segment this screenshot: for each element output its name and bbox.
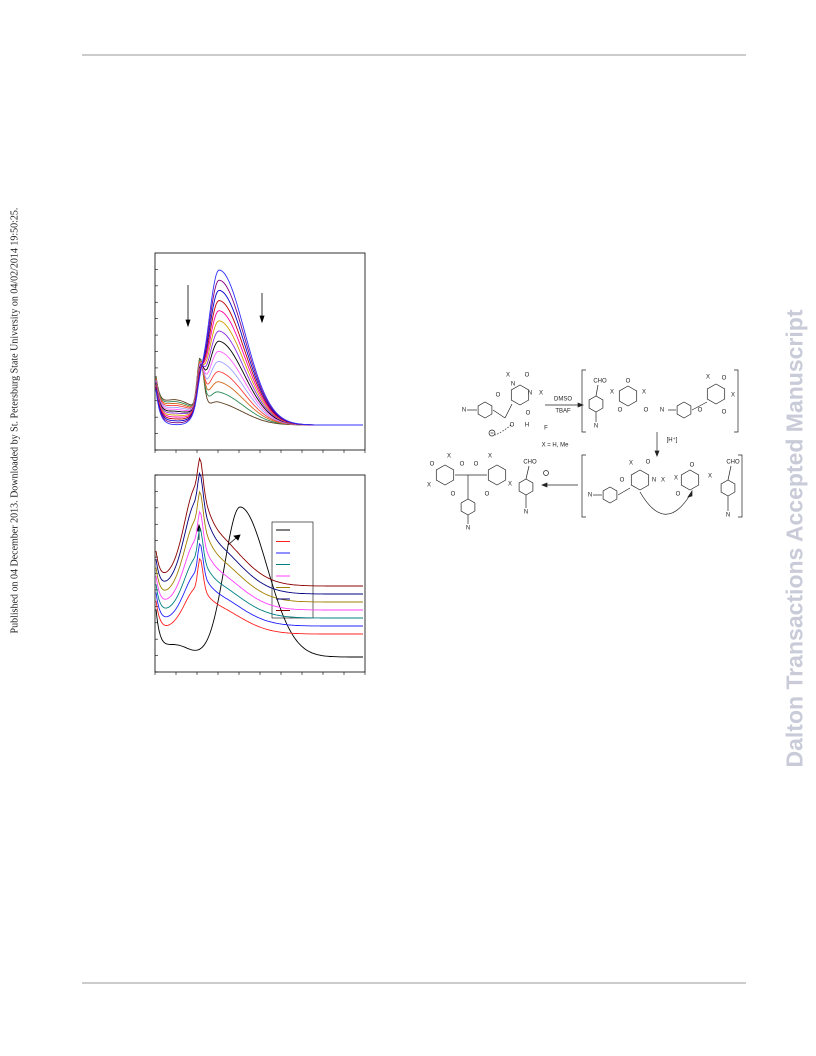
ring — [518, 478, 534, 496]
atom: O — [526, 411, 531, 417]
atom: O — [690, 463, 695, 469]
ring — [588, 395, 604, 413]
atom: N — [660, 408, 664, 414]
atom: N — [588, 493, 592, 499]
ring — [618, 385, 638, 407]
atom: X — [488, 454, 492, 460]
atom: O — [460, 462, 465, 468]
spectrum-curve — [155, 471, 363, 595]
bond — [525, 465, 530, 480]
ring — [706, 383, 726, 405]
spectrum-curve — [155, 542, 363, 627]
aldehyde: CHO — [726, 460, 740, 466]
spectrum-curve — [155, 510, 363, 611]
atom: X — [629, 461, 633, 467]
atom: O — [496, 393, 501, 399]
ring — [435, 464, 455, 486]
bond — [691, 401, 708, 411]
aldehyde: CHO — [523, 460, 537, 466]
atom: X — [610, 390, 614, 396]
atom: O — [626, 379, 631, 385]
atom: O — [510, 423, 515, 429]
reagent: TBAF — [555, 409, 571, 415]
atom: X — [506, 373, 510, 379]
aldehyde: CHO — [593, 379, 607, 385]
atom: N — [524, 510, 528, 516]
atom: N — [726, 513, 730, 519]
atom: O — [722, 410, 727, 416]
atom: X — [708, 474, 712, 480]
atom: X — [674, 476, 678, 482]
atom: N — [462, 408, 466, 414]
spectrum-curve — [155, 456, 363, 587]
atom: O — [698, 408, 703, 414]
ring — [460, 498, 476, 516]
plot-arrows — [185, 285, 265, 546]
spectrum-curve — [155, 527, 363, 619]
atom: X — [447, 454, 451, 460]
scheme-labels: DMSO TBAF X = H, Me [H⁺] N O O N N X X O… — [427, 373, 740, 532]
atom: N — [511, 382, 515, 388]
reaction-scheme — [435, 369, 743, 524]
atom: N — [594, 424, 598, 430]
atom: N — [466, 526, 470, 532]
curved-arrow — [639, 491, 691, 515]
atom: X — [706, 375, 710, 381]
atom: N — [528, 391, 532, 397]
spectrum-curve — [155, 269, 363, 426]
atom: F — [544, 426, 548, 432]
ring — [720, 479, 736, 497]
atom: O — [485, 492, 490, 498]
atom: X — [731, 393, 735, 399]
atom: O — [646, 460, 651, 466]
ring — [487, 464, 507, 486]
ring — [676, 401, 692, 419]
ring — [630, 469, 650, 491]
ring — [510, 384, 530, 406]
bond — [727, 465, 732, 481]
atom: X — [661, 478, 665, 484]
spectrum-curve — [155, 557, 363, 635]
atom: O — [474, 462, 479, 468]
atom: X — [427, 483, 431, 489]
acid-label: [H⁺] — [667, 437, 678, 444]
atom: O — [620, 478, 625, 484]
atom: O — [525, 373, 530, 379]
atom: X — [642, 390, 646, 396]
bond — [504, 403, 513, 419]
substituent-note: X = H, Me — [542, 443, 570, 449]
atom: O — [644, 408, 649, 414]
atom: O — [722, 376, 727, 382]
atom: O — [676, 492, 681, 498]
atom: O — [430, 462, 435, 468]
atom: X — [539, 391, 543, 397]
ring — [680, 469, 700, 491]
reagent: DMSO — [554, 397, 572, 403]
ring — [602, 486, 618, 504]
atom: O — [618, 408, 623, 414]
ring — [477, 401, 493, 419]
atom: H — [525, 423, 529, 429]
bond — [492, 409, 506, 419]
atom: O — [451, 492, 456, 498]
atom: N — [652, 478, 656, 484]
spectrum-curve — [155, 506, 363, 658]
bracket — [581, 454, 743, 518]
atom: X — [508, 482, 512, 488]
bond — [595, 384, 599, 397]
bracket — [581, 369, 739, 433]
spectrum-curve — [155, 490, 363, 603]
bond — [617, 487, 631, 496]
